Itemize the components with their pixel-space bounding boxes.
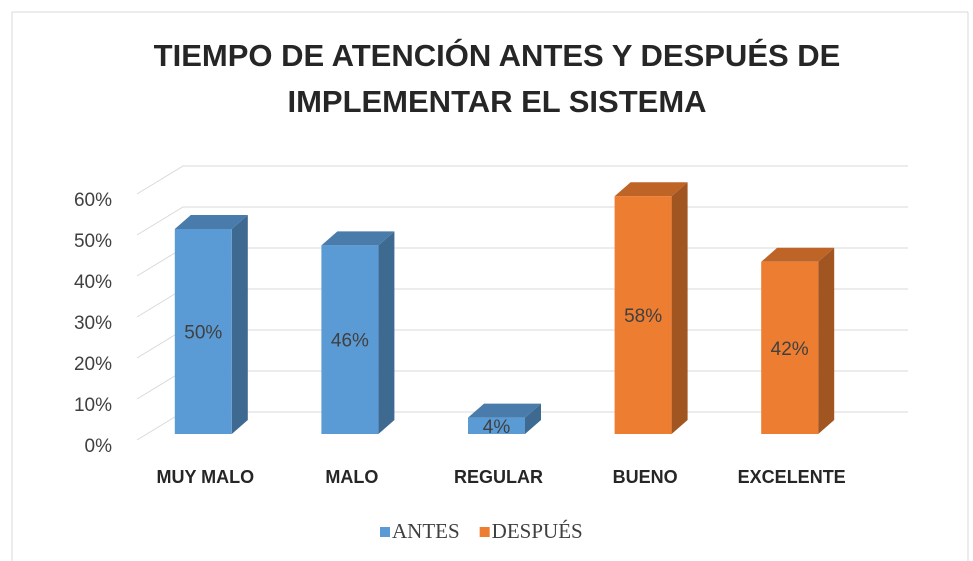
x-tick-label: REGULAR xyxy=(454,467,543,487)
bar xyxy=(468,417,525,434)
grid-line xyxy=(136,165,908,195)
y-tick-label: 50% xyxy=(74,231,112,252)
y-tick-label: 0% xyxy=(85,436,113,457)
x-tick-label: EXCELENTE xyxy=(738,467,846,487)
legend-label: DESPUÉS xyxy=(492,519,583,543)
bar-top xyxy=(321,231,395,246)
bar-side xyxy=(671,182,688,434)
chart-title: IMPLEMENTAR EL SISTEMA xyxy=(287,84,706,119)
y-tick-label: 40% xyxy=(74,272,112,293)
y-tick-label: 30% xyxy=(74,313,112,334)
bar xyxy=(761,261,819,434)
data-label: 42% xyxy=(771,339,809,360)
bar xyxy=(321,245,379,434)
bar xyxy=(614,196,672,434)
bar-side xyxy=(231,215,248,434)
y-tick-label: 60% xyxy=(74,190,112,211)
data-label: 4% xyxy=(483,417,511,438)
legend-label: ANTES xyxy=(392,519,460,543)
legend-swatch xyxy=(380,527,390,537)
y-tick-label: 10% xyxy=(74,395,112,416)
x-tick-label: MALO xyxy=(325,467,378,487)
bar-side xyxy=(818,247,835,434)
bar-side xyxy=(378,231,395,434)
x-tick-label: BUENO xyxy=(613,467,678,487)
bar-top xyxy=(614,182,688,197)
x-tick-label: MUY MALO xyxy=(156,467,254,487)
bar xyxy=(174,229,232,434)
bar-side xyxy=(525,403,541,434)
data-label: 50% xyxy=(184,323,222,344)
chart-title: TIEMPO DE ATENCIÓN ANTES Y DESPUÉS DE xyxy=(154,37,841,73)
data-label: 46% xyxy=(331,331,369,352)
y-tick-label: 20% xyxy=(74,354,112,375)
bar-top xyxy=(174,215,248,229)
data-label: 58% xyxy=(624,306,662,327)
legend-swatch xyxy=(479,527,490,537)
bar-top xyxy=(761,247,835,262)
bar-top xyxy=(468,403,541,418)
